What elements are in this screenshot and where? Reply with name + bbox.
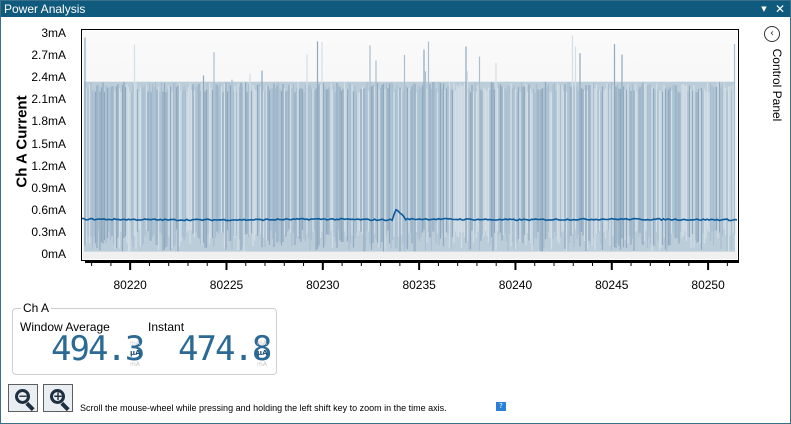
zoom-in-button[interactable]: + <box>43 384 73 412</box>
x-tick-label: 80250 <box>691 278 725 292</box>
channel-a-title: Ch A <box>21 301 52 315</box>
x-axis <box>85 261 739 269</box>
help-icon[interactable]: ? <box>496 402 506 411</box>
y-tick-label: 0.6mA <box>31 202 66 217</box>
zoom-out-button[interactable]: − <box>8 384 38 412</box>
x-tick-label: 80230 <box>306 278 340 292</box>
current-band-series <box>84 35 736 252</box>
window-average-unit-ghost-top: mA <box>130 340 140 347</box>
y-tick-label: 2.7mA <box>31 47 66 62</box>
y-tick-label: 3mA <box>41 25 66 40</box>
y-axis-label-wrap: Ch A Current <box>7 89 31 199</box>
zoom-out-icon-handle <box>25 401 35 412</box>
x-tick-label: 80240 <box>498 278 533 292</box>
instant-unit-ghost-top: mA <box>257 340 267 347</box>
instant-unit-ghost-bottom: mA <box>257 361 267 368</box>
instant-value: 474.8 <box>178 329 272 369</box>
instant-label: Instant <box>148 320 185 334</box>
window-average-unit: µA <box>130 349 141 357</box>
y-tick-label: 1.2mA <box>31 158 66 173</box>
y-tick-label: 2.4mA <box>31 70 66 85</box>
dropdown-icon[interactable]: ▼ <box>761 5 767 13</box>
zoom-out-icon: − <box>15 389 30 404</box>
y-tick-label: 0.9mA <box>31 180 66 195</box>
y-tick-label: 0.3mA <box>31 225 66 240</box>
zoom-in-icon: + <box>50 389 65 404</box>
control-panel-tab[interactable]: ‹ Control Panel <box>761 23 784 133</box>
zoom-in-icon-handle <box>60 401 70 412</box>
y-tick-label: 1.8mA <box>31 114 66 129</box>
channel-a-group <box>12 308 277 375</box>
window-average-value: 494.3 <box>51 329 145 369</box>
window-average-unit-ghost-bottom: mA <box>130 361 140 368</box>
zoom-hint-text: Scroll the mouse-wheel while pressing an… <box>80 403 447 413</box>
x-tick-label: 80220 <box>113 278 147 292</box>
x-tick-label: 80245 <box>595 278 629 292</box>
window-average-label: Window Average <box>20 320 110 334</box>
y-tick-label: 1.5mA <box>31 136 66 151</box>
close-icon[interactable]: ✕ <box>774 2 786 16</box>
current-average-line <box>82 208 737 222</box>
y-axis-label: Ch A Current <box>13 95 31 188</box>
y-tick-label: 0mA <box>41 247 66 262</box>
x-tick-label: 80225 <box>209 278 244 292</box>
control-panel-label[interactable]: Control Panel <box>770 48 784 122</box>
x-tick-label: 80235 <box>402 278 436 292</box>
x-axis-ticks-marks <box>91 262 728 270</box>
y-tick-label: 2.1mA <box>31 92 66 107</box>
window-title: Power Analysis <box>4 2 86 16</box>
current-plot[interactable] <box>82 30 737 259</box>
title-bar: Power Analysis ▼ ✕ <box>1 1 790 17</box>
collapse-icon[interactable]: ‹ <box>764 26 780 42</box>
instant-unit: µA <box>257 349 268 357</box>
